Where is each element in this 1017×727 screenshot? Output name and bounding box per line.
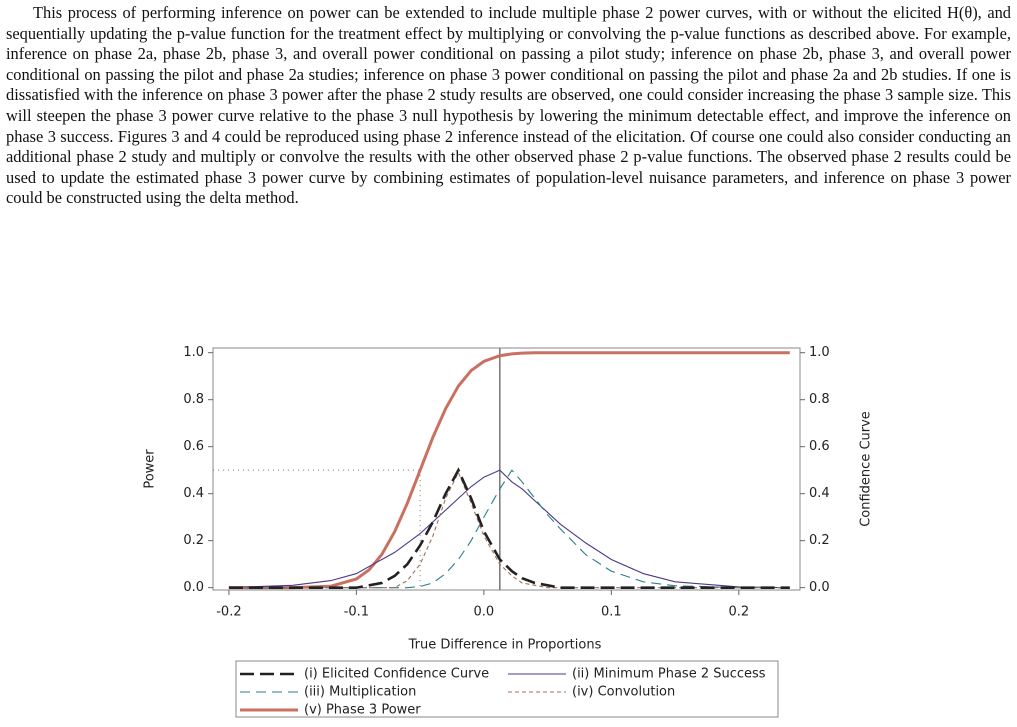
paragraph: This process of performing inference on … bbox=[6, 3, 1011, 208]
y-axis-title: Power bbox=[143, 449, 158, 489]
series-line bbox=[228, 469, 790, 589]
series-line bbox=[228, 469, 790, 589]
x-axis-title: True Difference in Proportions bbox=[408, 638, 602, 653]
legend-frame bbox=[235, 660, 779, 718]
x-tick-label: 0.0 bbox=[474, 605, 495, 620]
y-tick-label: 0.2 bbox=[183, 533, 204, 548]
series-line bbox=[228, 351, 790, 590]
legend-label: (v) Phase 3 Power bbox=[304, 703, 421, 718]
legend-label: (iii) Multiplication bbox=[304, 685, 416, 700]
x-tick-label: 0.2 bbox=[728, 605, 749, 620]
y2-tick-label: 0.0 bbox=[809, 580, 830, 595]
legend-label: (i) Elicited Confidence Curve bbox=[304, 667, 489, 682]
x-tick-label: -0.2 bbox=[216, 605, 241, 620]
y-tick-label: 0.0 bbox=[183, 580, 204, 595]
y2-tick-label: 1.0 bbox=[809, 345, 830, 360]
y2-tick-label: 0.8 bbox=[809, 392, 830, 407]
plot-frame bbox=[212, 347, 801, 591]
x-tick-label: -0.1 bbox=[344, 605, 369, 620]
y-tick-label: 1.0 bbox=[183, 345, 204, 360]
x-tick-label: 0.1 bbox=[601, 605, 622, 620]
y-tick-label: 0.4 bbox=[183, 486, 204, 501]
series-line bbox=[228, 467, 790, 589]
y2-tick-label: 0.2 bbox=[809, 533, 830, 548]
y2-tick-label: 0.6 bbox=[809, 439, 830, 454]
y2-tick-label: 0.4 bbox=[809, 486, 830, 501]
y2-axis-title: Confidence Curve bbox=[859, 411, 874, 527]
legend-label: (iv) Convolution bbox=[572, 685, 675, 700]
y-tick-label: 0.6 bbox=[183, 439, 204, 454]
y-tick-label: 0.8 bbox=[183, 392, 204, 407]
legend-label: (ii) Minimum Phase 2 Success bbox=[572, 667, 766, 682]
series-line bbox=[228, 471, 790, 589]
